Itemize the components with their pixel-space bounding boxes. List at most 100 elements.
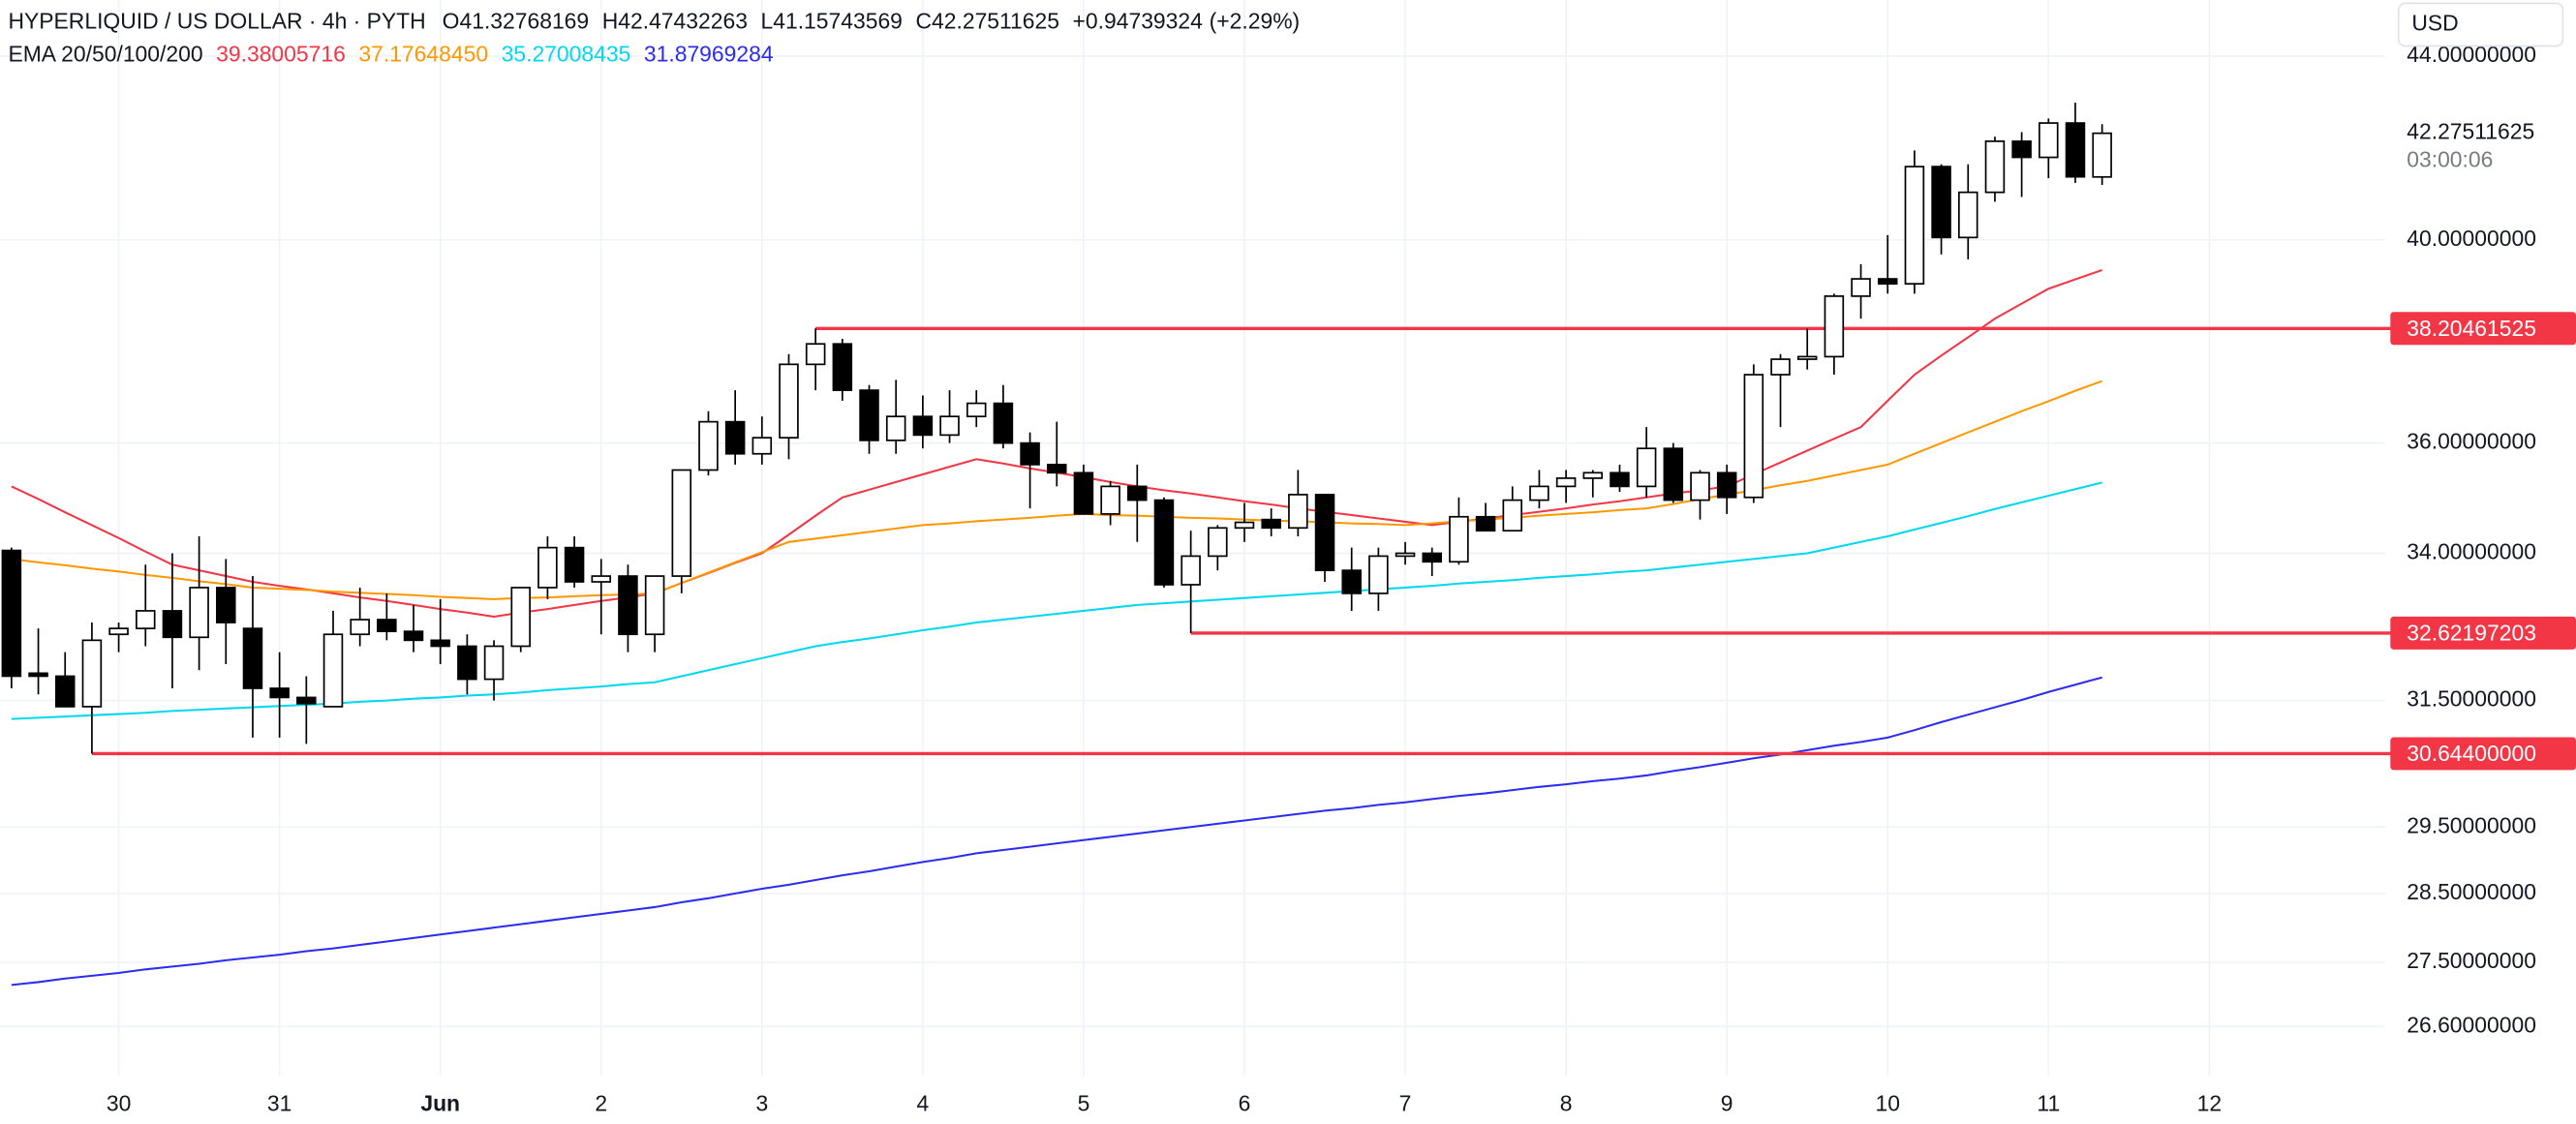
x-tick-label: 31 <box>267 1091 291 1116</box>
ohlc-letter: H <box>602 9 619 34</box>
candle-body <box>537 546 558 589</box>
ohlc-letter: C <box>915 9 932 34</box>
candle-body <box>724 420 746 455</box>
currency-button[interactable] <box>2397 2 2564 47</box>
candle-body <box>885 415 906 441</box>
candle-body <box>54 675 76 708</box>
candle-body <box>751 437 773 455</box>
candle-body <box>939 415 960 437</box>
candle-body <box>1851 278 1871 297</box>
candle-body <box>1368 555 1389 594</box>
y-tick-label: 36.00000000 <box>2407 429 2536 454</box>
x-tick-label: 11 <box>2037 1091 2060 1116</box>
candle-body <box>1663 447 1684 501</box>
x-tick-label: 4 <box>917 1091 930 1116</box>
candle-body <box>671 469 692 577</box>
candle-body <box>1796 355 1818 360</box>
candle-body <box>216 587 236 623</box>
last-price-label: 42.27511625 <box>2407 119 2534 144</box>
candle-body <box>1555 477 1577 488</box>
candle-body <box>644 575 665 636</box>
candle-body <box>1314 494 1335 571</box>
ohlc-letter: L <box>761 9 774 34</box>
candle-body <box>377 619 397 633</box>
level-tag-label: 32.62197203 <box>2407 621 2536 646</box>
candle-body <box>28 672 48 678</box>
x-tick-label: 7 <box>1399 1091 1412 1116</box>
candle-body <box>1716 471 1737 499</box>
ema-value: 31.87969284 <box>644 42 774 67</box>
candle-body <box>1475 515 1496 532</box>
y-tick-label: 28.50000000 <box>2407 879 2536 904</box>
x-tick-label: 12 <box>2197 1091 2222 1116</box>
x-tick-label: 3 <box>755 1091 768 1116</box>
symbol-title: HYPERLIQUID / US DOLLAR · 4h · PYTH <box>8 9 425 34</box>
y-tick-label: 40.00000000 <box>2407 226 2536 251</box>
y-tick-label: 26.60000000 <box>2407 1012 2536 1037</box>
change-pct: (+2.29%) <box>1210 9 1301 34</box>
candle-body <box>1502 499 1523 532</box>
y-tick-label: 29.50000000 <box>2407 812 2536 837</box>
candle-body <box>1181 555 1201 586</box>
candle-body <box>403 630 424 642</box>
ohlc-value: 41.15743569 <box>773 9 903 34</box>
candle-body <box>242 627 263 689</box>
candle-body <box>1984 140 2006 194</box>
candle-body <box>189 587 209 639</box>
candle-body <box>805 343 826 366</box>
x-tick-label: 2 <box>595 1091 607 1116</box>
candle-body <box>859 389 879 441</box>
x-tick-label: 9 <box>1721 1091 1733 1116</box>
candle-body <box>1288 494 1308 530</box>
candle-body <box>483 645 505 681</box>
candle-body <box>162 610 183 639</box>
candle-body <box>564 546 585 583</box>
candle-body <box>912 415 934 437</box>
candle-body <box>510 587 531 648</box>
candle-body <box>1 549 22 678</box>
candle-body <box>993 402 1014 444</box>
candle-body <box>1208 527 1228 558</box>
candle-body <box>269 687 290 699</box>
x-tick-label: 8 <box>1560 1091 1573 1116</box>
change: +0.94739324 <box>1073 9 1204 34</box>
candle-body <box>1690 471 1710 501</box>
ohlc-value: 41.32768169 <box>459 9 589 34</box>
candle-body <box>1636 447 1657 488</box>
y-tick-label: 27.50000000 <box>2407 948 2536 973</box>
candle-body <box>1743 374 1764 499</box>
indicator-legend: EMA 20/50/100/200 39.38005716 37.17648450 3… <box>8 42 773 67</box>
candle-body <box>1073 471 1094 515</box>
header: HYPERLIQUID / US DOLLAR · 4h · PYTH O41.3… <box>8 9 1300 34</box>
candle-body <box>2092 132 2112 178</box>
x-tick-label: 30 <box>107 1091 131 1116</box>
candle-body <box>1261 518 1281 530</box>
y-tick-label: 34.00000000 <box>2407 539 2536 564</box>
candle-body <box>1770 358 1791 376</box>
candle-body <box>2011 140 2032 159</box>
y-tick-label: 31.50000000 <box>2407 686 2536 712</box>
ohlc-letter: O <box>443 9 460 34</box>
currency-label[interactable]: USD <box>2411 10 2458 35</box>
candle-body <box>2039 122 2059 159</box>
candle-body <box>1422 552 1442 563</box>
candle-body <box>322 633 344 708</box>
ohlc-value: 42.47432263 <box>618 9 748 34</box>
ema-value: 37.17648450 <box>358 42 488 67</box>
candle-body <box>135 610 156 629</box>
candle-body <box>1047 464 1067 474</box>
ema-value: 35.27008435 <box>502 42 631 67</box>
ema-line <box>11 481 2102 720</box>
candle-body <box>1582 471 1604 479</box>
indicator-label: EMA 20/50/100/200 <box>8 42 202 67</box>
candle-body <box>1127 485 1148 501</box>
x-tick-label: 6 <box>1239 1091 1251 1116</box>
candle-body <box>1449 515 1469 563</box>
level-tag <box>2390 737 2576 771</box>
candle-body <box>779 363 799 439</box>
candle-body <box>1100 485 1120 515</box>
candle-body <box>296 696 317 705</box>
candle-body <box>430 639 450 648</box>
